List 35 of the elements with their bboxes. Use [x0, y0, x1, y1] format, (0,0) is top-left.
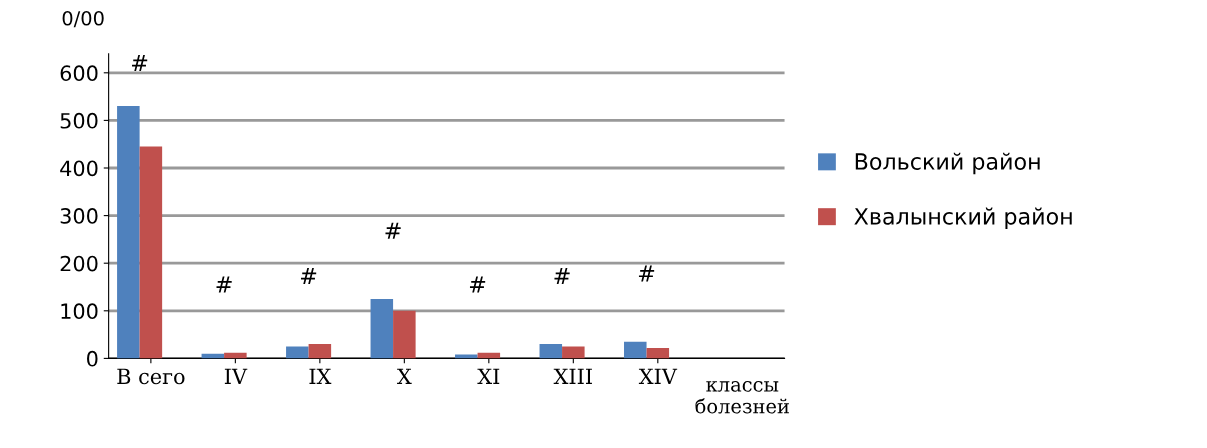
y-tick-label: 300 — [60, 208, 98, 224]
x-tick-label: IV — [224, 368, 248, 384]
annotation: # — [638, 265, 655, 282]
annotation: # — [216, 276, 232, 293]
bar — [370, 298, 394, 359]
x-tick-label: XI — [477, 368, 500, 384]
y-tick-label: 100 — [61, 303, 98, 320]
bar — [562, 346, 585, 359]
y-tick-label: 200 — [60, 255, 98, 272]
y-axis-title: 0/00 — [62, 10, 104, 28]
annotation: # — [300, 267, 317, 284]
y-tick-label: 400 — [60, 160, 98, 177]
bar — [646, 347, 670, 359]
legend-label: Вольский район — [855, 152, 1040, 175]
legend-label: Хвалынский район — [854, 207, 1072, 230]
x-tick-label: IX — [309, 368, 332, 384]
annotation: # — [554, 267, 570, 284]
y-tick-label: 500 — [60, 112, 98, 129]
bar — [117, 106, 140, 359]
y-tick-label: 0 — [87, 350, 98, 367]
bar — [393, 310, 416, 359]
bar — [286, 346, 309, 359]
annotation: # — [132, 54, 148, 71]
bar — [624, 341, 647, 359]
x-axis-title: классы болезней — [695, 381, 789, 414]
bar — [308, 344, 332, 359]
bar — [539, 344, 563, 359]
bar — [139, 146, 163, 359]
x-tick-label: XIII — [553, 368, 592, 384]
x-tick-label: В сего — [117, 368, 185, 385]
annotation: # — [385, 222, 401, 239]
annotation: # — [469, 276, 486, 293]
y-tick-label: 600 — [60, 65, 98, 82]
x-tick-label: XIV — [638, 368, 678, 384]
x-tick-label: X — [397, 368, 412, 384]
